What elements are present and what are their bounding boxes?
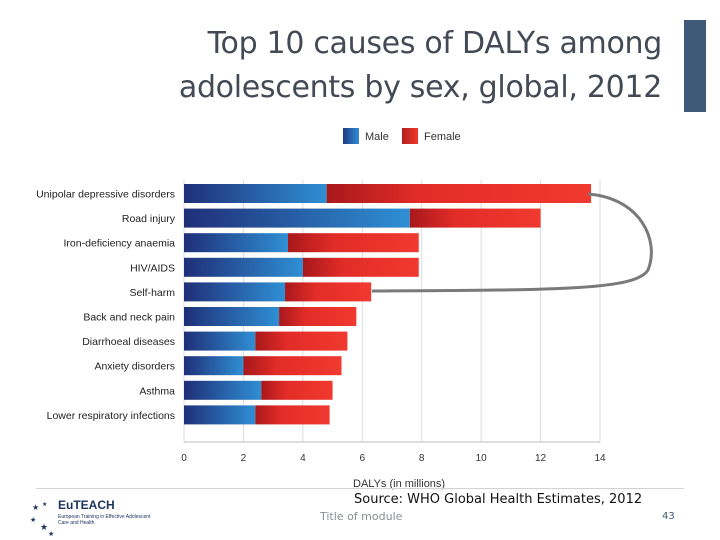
bar-male: [184, 257, 303, 277]
bar-male: [184, 282, 286, 302]
bar-male: [184, 208, 410, 228]
svg-text:★: ★: [48, 530, 54, 538]
category-label: Unipolar depressive disorders: [36, 189, 175, 201]
bar-male: [184, 233, 288, 253]
svg-text:★: ★: [42, 501, 47, 508]
category-label: Anxiety disorders: [94, 361, 175, 373]
bar-male: [184, 307, 280, 326]
x-tick-label: 4: [300, 453, 306, 464]
bar-female: [326, 184, 592, 203]
bar-female: [255, 331, 348, 351]
bar-female: [302, 257, 419, 277]
bars-layer: [184, 184, 592, 425]
legend-swatch-male: [343, 128, 359, 144]
x-tick-label: 12: [535, 453, 547, 464]
bar-male: [184, 331, 256, 351]
x-tick-label: 2: [241, 453, 247, 464]
eutech-logo: ★ ★ ★ ★ ★ EuTEACH European Training in E…: [30, 494, 160, 538]
bar-female: [255, 405, 330, 425]
accent-bar: [684, 20, 706, 112]
svg-text:★: ★: [32, 503, 39, 512]
x-tick-label: 10: [476, 453, 488, 464]
x-tick-label: 8: [419, 453, 425, 464]
x-axis-label: DALYs (in millions): [353, 478, 445, 490]
page-number: 43: [662, 511, 675, 522]
legend-label-male: Male: [365, 131, 389, 143]
logo-stars-icon: ★ ★ ★ ★ ★: [30, 501, 54, 538]
bar-female: [279, 307, 357, 326]
x-tick-label: 6: [360, 453, 366, 464]
x-tick-label: 0: [181, 453, 187, 464]
bar-female: [288, 233, 419, 253]
bar-male: [184, 405, 256, 425]
legend: Male Female: [343, 128, 461, 144]
bar-male: [184, 380, 262, 400]
bar-male: [184, 356, 244, 376]
bar-female: [243, 356, 342, 376]
logo-name: EuTEACH: [58, 498, 115, 512]
bar-female: [261, 380, 333, 400]
category-label: Iron-deficiency anaemia: [64, 238, 176, 250]
category-label: Back and neck pain: [83, 312, 175, 324]
module-title: Title of module: [320, 510, 403, 523]
legend-swatch-female: [402, 128, 418, 144]
category-label: HIV/AIDS: [130, 262, 175, 274]
category-label: Road injury: [122, 213, 176, 225]
legend-label-female: Female: [424, 131, 461, 143]
category-labels: Unipolar depressive disorders Road injury…: [36, 189, 176, 422]
annotation-bracket: [371, 192, 653, 293]
slide-title-line1: Top 10 causes of DALYs among: [207, 26, 663, 61]
bar-female: [285, 282, 372, 302]
logo-subtitle: European Training in Effective Adolescen…: [58, 514, 151, 526]
source-citation: Source: WHO Global Health Estimates, 201…: [354, 492, 643, 507]
category-label: Lower respiratory infections: [47, 410, 175, 422]
x-tick-label: 14: [594, 453, 606, 464]
category-label: Diarrhoeal diseases: [82, 336, 175, 348]
svg-text:★: ★: [30, 516, 36, 524]
slide-title-line2: adolescents by sex, global, 2012: [178, 70, 662, 105]
svg-text:★: ★: [40, 522, 48, 532]
category-label: Asthma: [139, 385, 175, 397]
category-label: Self-harm: [129, 287, 175, 299]
bar-male: [184, 184, 327, 203]
x-tick-labels: 0 2 4 6 8 10 12 14: [181, 453, 606, 464]
bar-female: [409, 208, 541, 228]
slide-title: Top 10 causes of DALYs among adolescents…: [102, 22, 662, 110]
footer-divider: [36, 488, 684, 489]
